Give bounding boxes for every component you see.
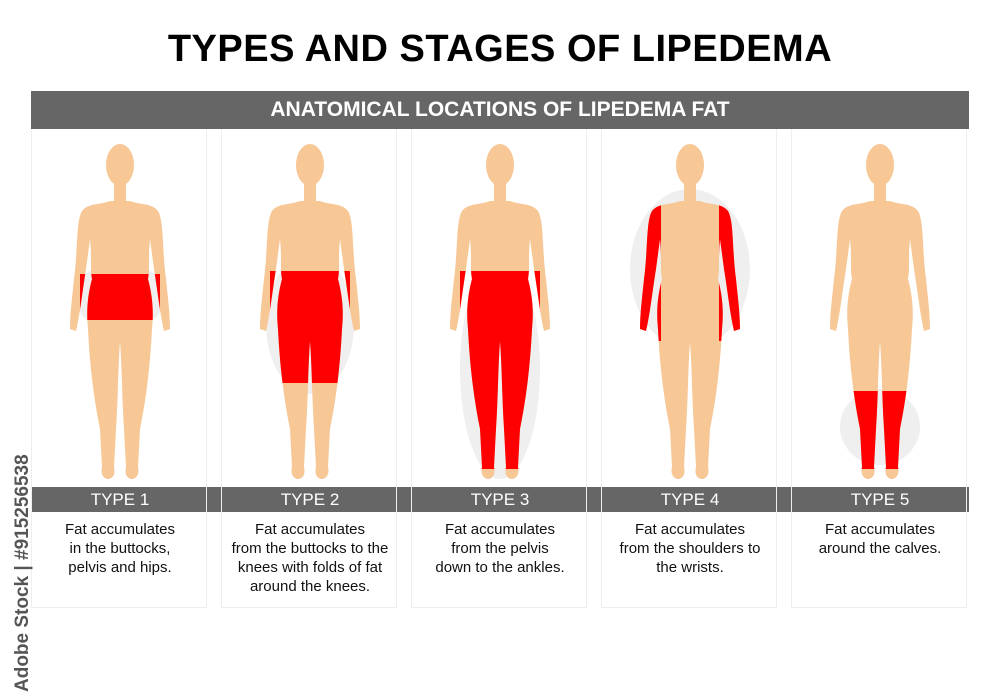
type-label: TYPE 5: [850, 490, 910, 509]
figure-neck: [494, 179, 506, 205]
figure-head: [676, 144, 704, 186]
figure-neck: [874, 179, 886, 205]
fat-highlight: [80, 274, 160, 320]
figure-neck: [304, 179, 316, 205]
body-figure: [630, 144, 750, 479]
type-panel: [31, 129, 207, 608]
section-header: ANATOMICAL LOCATIONS OF LIPEDEMA FAT: [31, 91, 969, 129]
type-description: Fat accumulates from the shoulders to th…: [619, 521, 761, 576]
figure-body: [70, 201, 170, 479]
watermark-text: Adobe Stock | #915256538: [12, 454, 33, 692]
type-description: Fat accumulates around the calves.: [818, 521, 942, 557]
figure-body: [640, 201, 740, 479]
body-figure: [830, 144, 930, 479]
figure-head: [866, 144, 894, 186]
type-label: TYPE 3: [470, 490, 530, 509]
figure-head: [106, 144, 134, 186]
type-label-bar: [31, 487, 969, 512]
page-title: TYPES AND STAGES OF LIPEDEMA: [167, 28, 833, 70]
type-panel: [791, 129, 967, 608]
type-label: TYPE 2: [280, 490, 340, 509]
type-label: TYPE 4: [660, 490, 720, 509]
body-figure: [450, 144, 550, 479]
body-figure: [260, 144, 360, 479]
type-description: Fat accumulates from the pelvis down to …: [435, 521, 565, 576]
figure-neck: [684, 179, 696, 205]
figure-head: [486, 144, 514, 186]
type-panel: [411, 129, 587, 608]
figure-neck: [114, 179, 126, 205]
figure-body: [830, 201, 930, 479]
figure-head: [296, 144, 324, 186]
body-figure: [70, 144, 170, 479]
fat-zone-halo: [840, 389, 920, 465]
type-panel: [221, 129, 397, 608]
type-description: Fat accumulates from the buttocks to the…: [231, 521, 389, 595]
type-description: Fat accumulates in the buttocks, pelvis …: [64, 521, 176, 576]
type-label: TYPE 1: [90, 490, 150, 509]
type-panel: [601, 129, 777, 608]
watermark: Adobe Stock | #915256538: [2, 430, 42, 692]
